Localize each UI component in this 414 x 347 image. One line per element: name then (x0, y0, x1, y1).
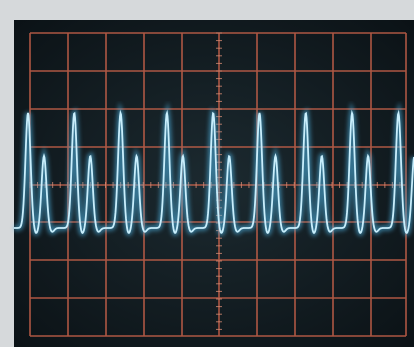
page: (() => { const NS = 'http://www.w3.org/2… (0, 0, 414, 347)
oscilloscope-photo (0, 0, 414, 347)
